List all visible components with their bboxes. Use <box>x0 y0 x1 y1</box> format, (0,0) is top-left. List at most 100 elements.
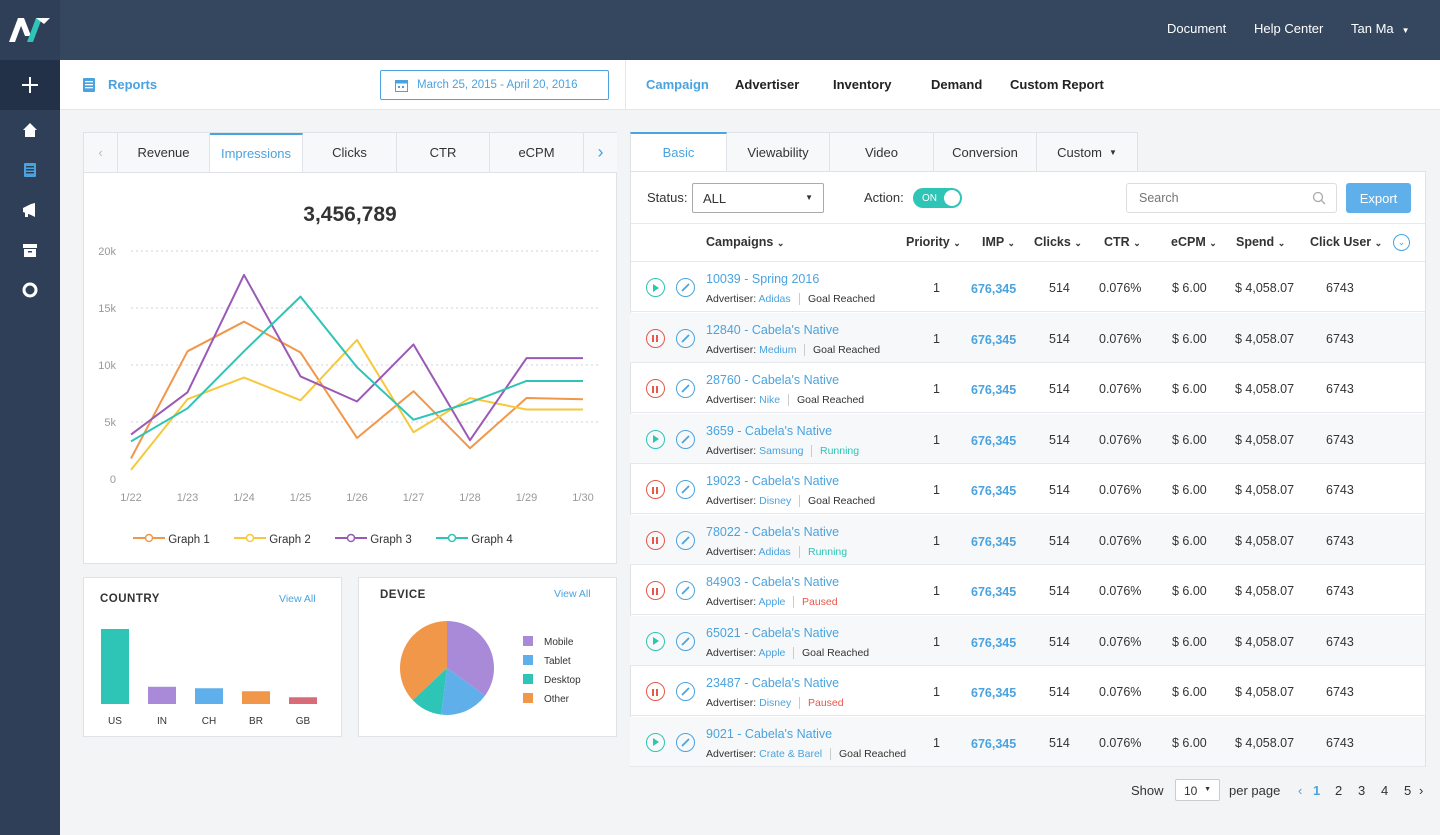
play-button[interactable] <box>646 732 665 752</box>
advertiser-link[interactable]: Adidas <box>758 293 791 305</box>
search-box[interactable] <box>1126 183 1337 213</box>
campaign-name-link[interactable]: 10039 - Spring 2016 <box>706 272 820 286</box>
advertiser-link[interactable]: Nike <box>759 394 781 406</box>
advertiser-link[interactable]: Disney <box>759 495 792 507</box>
imp-cell[interactable]: 676,345 <box>971 282 1017 296</box>
search-input[interactable] <box>1128 185 1298 211</box>
col-priority[interactable]: Priority ⌄ <box>906 235 961 249</box>
campaign-name-link[interactable]: 19023 - Cabela's Native <box>706 474 840 488</box>
edit-button[interactable] <box>676 328 695 348</box>
col-clicks[interactable]: Clicks ⌄ <box>1034 235 1082 249</box>
play-button[interactable] <box>646 278 665 297</box>
app-logo[interactable] <box>0 0 60 60</box>
page-3[interactable]: 3 <box>1358 783 1366 798</box>
imp-cell[interactable]: 676,345 <box>971 484 1017 498</box>
col-ecpm[interactable]: eCPM ⌄ <box>1171 235 1217 249</box>
edit-button[interactable] <box>676 732 695 752</box>
user-menu[interactable]: Tan Ma ▼ <box>1351 21 1410 36</box>
sidebar-item-reports[interactable] <box>20 160 40 180</box>
tab-clicks[interactable]: Clicks <box>303 133 397 172</box>
per-page-select[interactable]: 10 ▼ <box>1175 779 1220 801</box>
pause-button[interactable] <box>646 379 665 398</box>
export-button[interactable]: Export <box>1346 183 1411 213</box>
edit-button[interactable] <box>676 379 695 398</box>
edit-button[interactable] <box>676 631 695 651</box>
tab-impressions[interactable]: Impressions <box>210 133 303 172</box>
edit-button[interactable] <box>676 530 695 550</box>
help-center-link[interactable]: Help Center <box>1254 21 1324 36</box>
play-button[interactable] <box>646 631 665 651</box>
next-page-button[interactable]: › <box>1419 783 1424 798</box>
edit-button[interactable] <box>676 429 695 449</box>
tab-basic[interactable]: Basic <box>630 132 727 171</box>
device-view-all-link[interactable]: View All <box>554 588 591 600</box>
edit-button[interactable] <box>676 682 695 701</box>
campaign-name-link[interactable]: 28760 - Cabela's Native <box>706 373 840 387</box>
action-toggle[interactable]: ON <box>913 188 962 208</box>
campaign-name-link[interactable]: 9021 - Cabela's Native <box>706 726 833 741</box>
campaign-name-link[interactable]: 84903 - Cabela's Native <box>706 575 840 589</box>
imp-cell[interactable]: 676,345 <box>971 534 1017 549</box>
tab-custom-report[interactable]: Custom Report <box>1010 77 1104 92</box>
tab-custom[interactable]: Custom ▼ <box>1037 132 1138 171</box>
advertiser-link[interactable]: Adidas <box>758 545 791 558</box>
tab-advertiser[interactable]: Advertiser <box>735 77 800 92</box>
advertiser-link[interactable]: Apple <box>758 646 786 659</box>
advertiser-link[interactable]: Apple <box>758 596 786 608</box>
date-range-picker[interactable]: March 25, 2015 - April 20, 2016 <box>380 70 609 100</box>
imp-cell[interactable]: 676,345 <box>971 332 1017 347</box>
sidebar-item-support[interactable] <box>20 280 40 300</box>
page-2[interactable]: 2 <box>1335 783 1343 798</box>
pause-button[interactable] <box>646 480 665 499</box>
country-view-all-link[interactable]: View All <box>279 593 316 605</box>
play-button[interactable] <box>646 429 665 449</box>
tab-viewability[interactable]: Viewability <box>727 132 830 171</box>
edit-button[interactable] <box>676 581 695 600</box>
advertiser-link[interactable]: Disney <box>759 697 792 709</box>
tab-next-button[interactable]: › <box>584 133 617 172</box>
edit-button[interactable] <box>676 278 695 297</box>
page-1[interactable]: 1 <box>1313 783 1321 798</box>
pause-button[interactable] <box>646 581 665 600</box>
pause-button[interactable] <box>646 328 665 348</box>
tab-ctr[interactable]: CTR <box>397 133 490 172</box>
campaign-name-link[interactable]: 65021 - Cabela's Native <box>706 625 840 640</box>
imp-cell[interactable]: 676,345 <box>971 585 1017 599</box>
tab-revenue[interactable]: Revenue <box>118 133 210 172</box>
status-select[interactable]: ALL ▼ <box>692 183 824 213</box>
tab-campaign[interactable]: Campaign <box>646 77 709 92</box>
col-click-user[interactable]: Click User ⌄ <box>1310 235 1382 249</box>
page-4[interactable]: 4 <box>1381 783 1389 798</box>
col-spend[interactable]: Spend ⌄ <box>1236 235 1285 249</box>
sidebar-item-home[interactable] <box>20 120 40 140</box>
pause-button[interactable] <box>646 530 665 550</box>
campaign-name-link[interactable]: 12840 - Cabela's Native <box>706 322 840 337</box>
advertiser-link[interactable]: Samsung <box>759 444 804 457</box>
col-ctr[interactable]: CTR ⌄ <box>1104 235 1141 249</box>
edit-button[interactable] <box>676 480 695 499</box>
campaign-name-link[interactable]: 23487 - Cabela's Native <box>706 676 840 690</box>
column-settings-button[interactable]: ⌄ <box>1393 234 1410 251</box>
campaign-name-link[interactable]: 78022 - Cabela's Native <box>706 524 840 539</box>
imp-cell[interactable]: 676,345 <box>971 686 1017 700</box>
sidebar-item-campaigns[interactable] <box>20 200 40 220</box>
tab-inventory[interactable]: Inventory <box>833 77 892 92</box>
col-campaigns[interactable]: Campaigns ⌄ <box>706 235 784 249</box>
imp-cell[interactable]: 676,345 <box>971 635 1017 650</box>
imp-cell[interactable]: 676,345 <box>971 736 1017 751</box>
prev-page-button[interactable]: ‹ <box>1298 783 1303 798</box>
tab-video[interactable]: Video <box>830 132 934 171</box>
imp-cell[interactable]: 676,345 <box>971 433 1017 448</box>
tab-prev-button[interactable]: ‹ <box>84 133 118 172</box>
sidebar-item-inventory[interactable] <box>20 240 40 260</box>
advertiser-link[interactable]: Crate & Barel <box>759 747 823 760</box>
col-imp[interactable]: IMP ⌄ <box>982 235 1015 249</box>
create-button[interactable] <box>0 60 60 110</box>
document-link[interactable]: Document <box>1167 21 1227 36</box>
page-5[interactable]: 5 <box>1404 783 1412 798</box>
campaign-name-link[interactable]: 3659 - Cabela's Native <box>706 423 833 438</box>
imp-cell[interactable]: 676,345 <box>971 383 1017 397</box>
tab-ecpm[interactable]: eCPM <box>490 133 584 172</box>
advertiser-link[interactable]: Medium <box>759 343 797 356</box>
tab-demand[interactable]: Demand <box>931 77 983 92</box>
